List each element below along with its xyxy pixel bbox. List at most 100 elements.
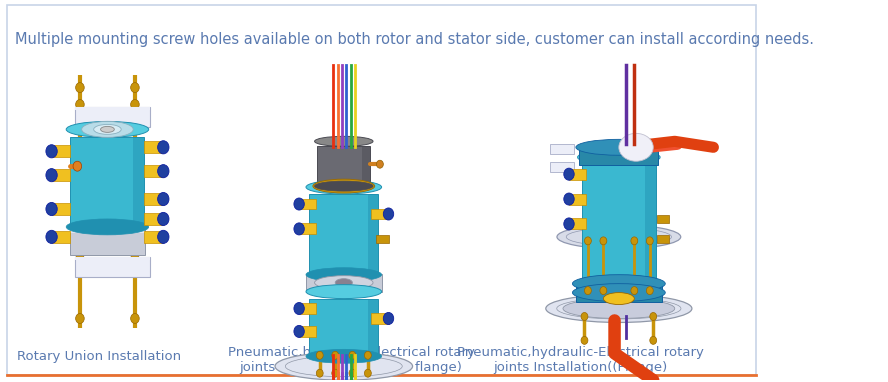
- Bar: [656, 215, 669, 223]
- Ellipse shape: [82, 121, 133, 138]
- Ellipse shape: [100, 126, 115, 133]
- Bar: [569, 194, 586, 204]
- Circle shape: [630, 237, 638, 245]
- Bar: [70, 138, 145, 227]
- Bar: [145, 141, 163, 153]
- Circle shape: [158, 141, 169, 154]
- Ellipse shape: [314, 181, 373, 191]
- Text: Pneumatic,hydraulic-Electrical rotary
joints Installation(Without flange): Pneumatic,hydraulic-Electrical rotary jo…: [227, 346, 474, 374]
- Bar: [582, 165, 656, 285]
- Ellipse shape: [67, 121, 148, 138]
- Circle shape: [332, 369, 338, 377]
- Circle shape: [158, 212, 169, 225]
- Circle shape: [600, 286, 607, 295]
- Circle shape: [75, 100, 84, 110]
- Circle shape: [131, 100, 139, 110]
- Circle shape: [384, 208, 393, 220]
- Ellipse shape: [306, 349, 382, 363]
- Circle shape: [364, 369, 371, 377]
- Ellipse shape: [306, 285, 382, 299]
- Bar: [569, 219, 586, 230]
- Bar: [75, 107, 150, 110]
- Circle shape: [646, 286, 654, 295]
- Ellipse shape: [619, 133, 654, 161]
- Bar: [52, 169, 70, 181]
- Circle shape: [581, 312, 588, 320]
- Bar: [299, 303, 316, 314]
- Bar: [550, 144, 575, 154]
- Bar: [377, 235, 389, 243]
- Circle shape: [131, 234, 139, 244]
- Bar: [133, 138, 145, 227]
- Circle shape: [630, 286, 638, 295]
- Circle shape: [158, 165, 169, 178]
- Ellipse shape: [576, 139, 662, 155]
- Circle shape: [384, 312, 393, 324]
- Ellipse shape: [573, 284, 665, 301]
- Bar: [299, 223, 316, 235]
- Circle shape: [73, 161, 82, 171]
- Circle shape: [294, 303, 305, 314]
- Text: Pneumatic,hydraulic-Electrical rotary
joints Installation((Flange): Pneumatic,hydraulic-Electrical rotary jo…: [456, 346, 703, 374]
- Circle shape: [131, 254, 139, 264]
- Bar: [69, 227, 146, 255]
- Bar: [145, 165, 163, 177]
- Bar: [362, 146, 370, 186]
- Ellipse shape: [313, 179, 375, 193]
- Bar: [145, 213, 163, 225]
- Circle shape: [377, 160, 384, 168]
- Ellipse shape: [577, 149, 660, 165]
- Bar: [317, 146, 370, 186]
- Ellipse shape: [546, 295, 692, 322]
- Circle shape: [294, 325, 305, 337]
- Bar: [52, 145, 70, 157]
- Ellipse shape: [67, 219, 148, 235]
- Circle shape: [600, 237, 607, 245]
- Bar: [656, 235, 669, 243]
- Bar: [75, 257, 150, 260]
- Bar: [309, 299, 378, 356]
- Circle shape: [131, 83, 139, 92]
- Bar: [550, 162, 575, 172]
- Circle shape: [46, 230, 57, 243]
- Bar: [579, 147, 658, 165]
- Circle shape: [294, 223, 305, 235]
- Ellipse shape: [94, 125, 121, 134]
- Circle shape: [584, 237, 591, 245]
- Ellipse shape: [557, 225, 681, 249]
- Circle shape: [46, 168, 57, 182]
- Bar: [306, 274, 382, 291]
- Bar: [75, 107, 150, 127]
- Bar: [145, 231, 163, 243]
- Circle shape: [46, 145, 57, 158]
- Bar: [569, 169, 586, 180]
- Ellipse shape: [306, 268, 382, 282]
- Bar: [69, 227, 146, 233]
- Ellipse shape: [314, 136, 373, 146]
- Ellipse shape: [603, 293, 634, 304]
- Circle shape: [294, 198, 305, 210]
- Circle shape: [584, 286, 591, 295]
- Circle shape: [158, 193, 169, 206]
- Bar: [299, 199, 316, 209]
- Bar: [645, 165, 656, 285]
- Circle shape: [564, 218, 575, 230]
- Circle shape: [564, 168, 575, 180]
- Circle shape: [75, 254, 84, 264]
- Circle shape: [581, 337, 588, 344]
- Circle shape: [75, 83, 84, 92]
- Circle shape: [316, 351, 323, 359]
- Bar: [368, 299, 378, 356]
- Bar: [309, 194, 378, 275]
- Bar: [368, 194, 378, 275]
- Bar: [576, 284, 662, 301]
- Circle shape: [131, 314, 139, 324]
- Bar: [52, 203, 70, 215]
- Circle shape: [158, 230, 169, 243]
- Circle shape: [75, 314, 84, 324]
- Ellipse shape: [275, 352, 413, 380]
- Circle shape: [564, 193, 575, 205]
- Circle shape: [46, 202, 57, 215]
- Text: Multiple mounting screw holes available on both rotor and stator side, customer : Multiple mounting screw holes available …: [15, 32, 814, 47]
- Circle shape: [316, 369, 323, 377]
